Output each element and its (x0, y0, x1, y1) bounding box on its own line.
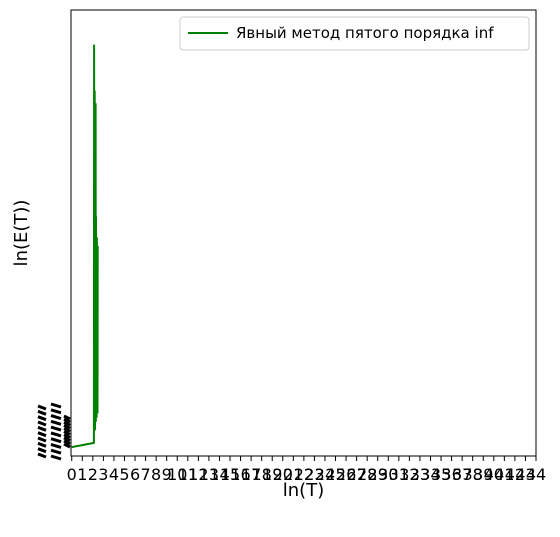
y-tick-label-overlap (50, 414, 62, 420)
x-tick-label: 15 (220, 465, 240, 484)
x-tick-label: 32 (399, 465, 419, 484)
y-tick-label-overlap (63, 417, 71, 424)
x-tick-label: 11 (178, 465, 198, 484)
y-tick-label-overlap (63, 433, 71, 440)
x-tick-label: 23 (304, 465, 324, 484)
y-axis-ticks (37, 402, 71, 461)
x-tick-label: 29 (368, 465, 388, 484)
x-tick-label: 40 (484, 465, 504, 484)
x-tick-label: 19 (262, 465, 282, 484)
y-tick-label-overlap (37, 409, 47, 416)
x-tick-label: 12 (188, 465, 208, 484)
x-tick-label: 44 (526, 465, 546, 484)
x-tick-label: 0 (67, 465, 77, 484)
x-axis-ticks: 0 1 2 3 4 5 6 7 8 9101112131415161718192021222324… (67, 456, 546, 484)
x-tick-label: 36 (441, 465, 461, 484)
x-tick-label: 7 (141, 465, 151, 484)
y-tick-label-overlap (63, 436, 71, 443)
series-line (71, 44, 99, 449)
legend: Явный метод пятого порядка inf (179, 16, 530, 51)
x-axis-label: ln(T) (283, 480, 324, 501)
legend-box (179, 16, 530, 51)
y-axis-label: ln(E(T)) (11, 200, 32, 267)
x-tick-label: 25 (325, 465, 345, 484)
y-tick-label-overlap (63, 414, 71, 421)
y-tick-label-overlap (63, 423, 71, 430)
y-tick-label-overlap (37, 431, 47, 438)
x-tick-label: 39 (473, 465, 493, 484)
x-tick-label: 38 (463, 465, 483, 484)
x-tick-label: 8 (151, 465, 161, 484)
x-tick-label: 30 (378, 465, 398, 484)
plot-area (70, 9, 537, 457)
y-tick-label-overlap (63, 439, 71, 446)
x-tick-label: 14 (209, 465, 229, 484)
x-tick-label: 2 (88, 465, 98, 484)
y-tick-label-overlap (50, 402, 62, 409)
x-tick-label: 18 (251, 465, 271, 484)
y-tick-label-overlap (63, 430, 71, 436)
x-tick-label: 17 (241, 465, 261, 484)
plot-frame (70, 9, 537, 457)
x-tick-label: 41 (494, 465, 514, 484)
y-tick-label-overlap (50, 448, 62, 455)
x-tick-label: 10 (167, 465, 187, 484)
y-tick-label-overlap (50, 454, 62, 461)
x-tick-label: 27 (346, 465, 366, 484)
y-tick-label-overlap (50, 425, 62, 432)
y-tick-label-overlap (50, 419, 62, 426)
y-tick-label-overlap (37, 452, 47, 459)
x-tick-label: 31 (389, 465, 409, 484)
x-tick-label: 21 (283, 465, 303, 484)
y-tick-label-overlap (50, 437, 62, 444)
x-tick-label: 37 (452, 465, 472, 484)
y-tick-label-overlap (37, 441, 47, 448)
x-tick-label: 42 (505, 465, 525, 484)
x-tick-label: 4 (109, 465, 119, 484)
x-tick-label: 1 (77, 465, 87, 484)
y-tick-label-overlap (37, 404, 47, 411)
y-tick-label-overlap (63, 442, 71, 449)
x-tick-label: 43 (515, 465, 535, 484)
x-tick-label: 22 (294, 465, 314, 484)
y-tick-label-overlap (37, 415, 47, 422)
x-tick-label: 3 (98, 465, 108, 484)
y-tick-label-overlap (63, 420, 71, 427)
x-tick-label: 26 (336, 465, 356, 484)
x-tick-label: 20 (273, 465, 293, 484)
x-tick-label: 5 (119, 465, 129, 484)
x-tick-label: 35 (431, 465, 451, 484)
y-tick-label-overlap (37, 436, 47, 443)
x-tick-label: 6 (130, 465, 140, 484)
series-layer (71, 44, 99, 449)
y-tick-label-overlap (63, 427, 71, 433)
x-tick-label: 16 (230, 465, 250, 484)
legend-label: Явный метод пятого порядка inf (236, 24, 494, 42)
y-tick-label-overlap (37, 447, 47, 454)
y-tick-label-overlap (37, 420, 47, 427)
x-tick-label: 9 (162, 465, 172, 484)
x-tick-label: 34 (420, 465, 440, 484)
y-tick-label-overlap (50, 431, 62, 438)
x-tick-label: 28 (357, 465, 377, 484)
y-tick-label-overlap (50, 443, 62, 449)
y-tick-label-overlap (37, 425, 47, 432)
y-tick-label-overlap (50, 408, 62, 415)
x-tick-label: 24 (315, 465, 335, 484)
x-tick-label: 13 (199, 465, 219, 484)
x-tick-label: 33 (410, 465, 430, 484)
